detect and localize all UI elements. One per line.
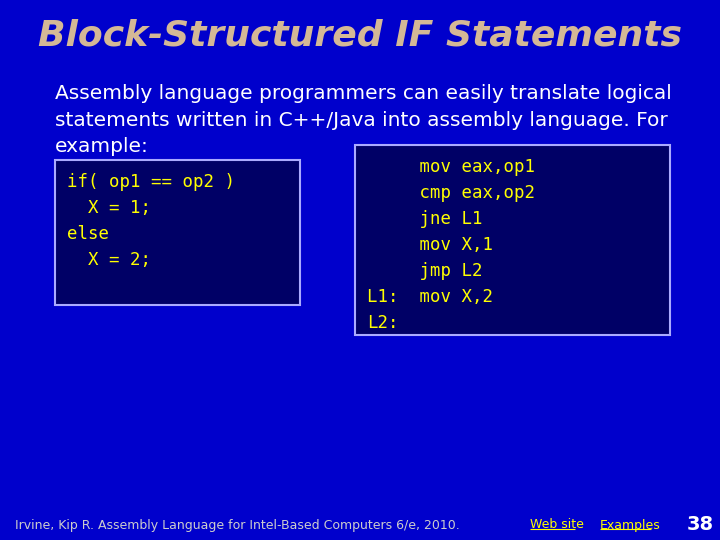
FancyBboxPatch shape <box>355 145 670 335</box>
Text: jne L1: jne L1 <box>367 210 482 228</box>
Text: Web site: Web site <box>530 518 584 531</box>
Text: Irvine, Kip R. Assembly Language for Intel-Based Computers 6/e, 2010.: Irvine, Kip R. Assembly Language for Int… <box>15 518 460 531</box>
FancyBboxPatch shape <box>55 160 300 305</box>
Text: mov X,1: mov X,1 <box>367 236 493 254</box>
Text: 38: 38 <box>686 516 714 535</box>
Text: X = 1;: X = 1; <box>67 199 151 217</box>
Text: X = 2;: X = 2; <box>67 251 151 269</box>
Text: mov eax,op1: mov eax,op1 <box>367 158 535 176</box>
Text: Examples: Examples <box>600 518 661 531</box>
Text: Assembly language programmers can easily translate logical
statements written in: Assembly language programmers can easily… <box>55 84 672 156</box>
Text: jmp L2: jmp L2 <box>367 262 482 280</box>
Text: if( op1 == op2 ): if( op1 == op2 ) <box>67 173 235 191</box>
Text: L1:  mov X,2: L1: mov X,2 <box>367 288 493 306</box>
Text: cmp eax,op2: cmp eax,op2 <box>367 184 535 202</box>
Text: else: else <box>67 225 109 243</box>
Text: Block-Structured IF Statements: Block-Structured IF Statements <box>38 18 682 52</box>
Text: L2:: L2: <box>367 314 398 332</box>
